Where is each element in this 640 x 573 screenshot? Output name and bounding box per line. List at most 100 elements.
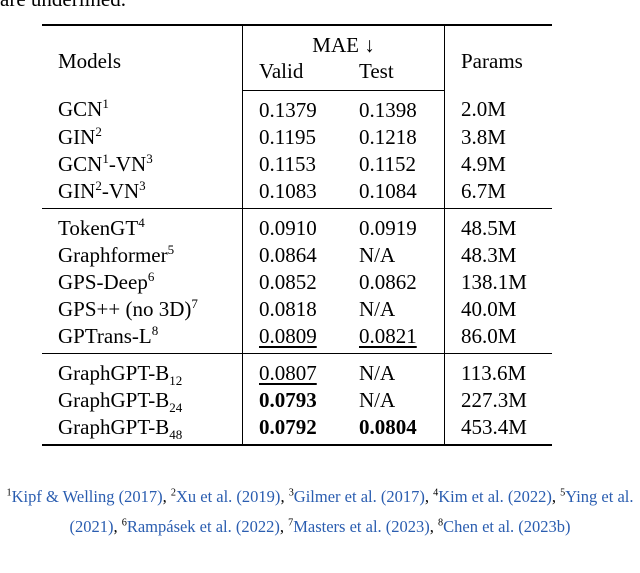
valid-value: 0.1195	[259, 124, 316, 149]
text: ,	[113, 517, 122, 536]
valid-value: 0.0793	[259, 387, 317, 412]
test-value: 0.1398	[359, 97, 417, 122]
test-cell: 0.0821	[343, 322, 445, 354]
text: GCN	[58, 151, 103, 176]
citation-link[interactable]: Xu et al. (2019)	[175, 487, 281, 506]
valid-value: 0.1379	[259, 97, 317, 122]
table-header: Models MAE ↓ Params Valid Test	[42, 24, 552, 91]
test-cell: 0.1084	[343, 177, 445, 209]
supscript: 8	[438, 517, 444, 529]
params-cell: 6.7M	[444, 177, 552, 209]
row-group: TokenGT4 0.0910 0.0919 48.5M Graphformer5 0.0…	[42, 208, 552, 354]
test-value: N/A	[359, 296, 396, 321]
valid-value: 0.0818	[259, 296, 317, 321]
valid-cell: 0.1153	[243, 150, 344, 177]
model-cell: GPS-Deep6	[42, 268, 243, 295]
header-cell: Params	[444, 24, 552, 91]
model-cell: GPS++ (no 3D)7	[42, 295, 243, 322]
text: -VN	[108, 151, 147, 176]
results-table: Models MAE ↓ Params Valid Test GCN1 0.137…	[42, 24, 552, 446]
test-cell: N/A	[343, 241, 445, 268]
supscript: 2	[95, 123, 102, 139]
text: ,	[280, 487, 289, 506]
citation-link[interactable]: Masters et al. (2023)	[293, 517, 430, 536]
citation-link[interactable]: Kim et al. (2022)	[438, 487, 552, 506]
supscript: 7	[288, 517, 294, 529]
valid-cell: 0.1195	[243, 123, 344, 150]
supscript: 4	[138, 214, 145, 230]
supscript: 3	[146, 150, 153, 166]
valid-cell: 0.0818	[243, 295, 344, 322]
subscript: 12	[169, 372, 183, 388]
citation-link[interactable]: Rampásek et al. (2022)	[126, 517, 280, 536]
params-cell: 113.6M	[444, 353, 552, 386]
citation-link[interactable]: Ying et al. (2021)	[69, 487, 634, 536]
valid-value: 0.0852	[259, 269, 317, 294]
header-cell: Test	[343, 58, 445, 91]
params-value: 40.0M	[461, 296, 517, 321]
test-value: 0.0804	[359, 414, 417, 439]
subscript: 48	[169, 426, 183, 442]
table-row: GPTrans-L8 0.0809 0.0821 86.0M	[42, 322, 552, 354]
table-row: GPS-Deep6 0.0852 0.0862 138.1M	[42, 268, 552, 295]
params-value: 6.7M	[461, 178, 506, 203]
params-cell: 3.8M	[444, 123, 552, 150]
valid-cell: 0.0807	[243, 354, 344, 387]
citation-link[interactable]: Gilmer et al. (2017)	[293, 487, 425, 506]
table-row: GraphGPT-B12 0.0807 N/A 113.6M	[42, 353, 552, 388]
supscript: 1	[102, 96, 109, 112]
text: GraphGPT-B	[58, 360, 170, 385]
model-cell: GraphGPT-B48	[42, 413, 243, 446]
model-cell: GCN1-VN3	[42, 150, 243, 177]
params-cell: 138.1M	[444, 268, 552, 295]
supscript: 5	[167, 241, 175, 257]
supscript: 5	[560, 487, 566, 499]
supscript: 6	[121, 517, 127, 529]
text: GPS-Deep	[58, 269, 148, 294]
header-cell: Valid	[242, 58, 343, 91]
params-value: 113.6M	[461, 360, 527, 385]
test-value: N/A	[359, 360, 396, 385]
valid-value: 0.0792	[259, 414, 317, 439]
model-cell: GraphGPT-B12	[42, 353, 243, 388]
header-cell: MAE ↓	[242, 24, 445, 58]
text: GIN	[58, 124, 96, 149]
text: Graphformer	[58, 242, 168, 267]
model-cell: GPTrans-L8	[42, 322, 243, 354]
params-value: 138.1M	[461, 269, 527, 294]
model-cell: GIN2-VN3	[42, 177, 243, 209]
valid-value: 0.0809	[259, 323, 317, 348]
valid-cell: 0.0910	[243, 209, 344, 242]
params-cell: 40.0M	[444, 295, 552, 322]
header-row: Models MAE ↓ Params	[42, 24, 552, 91]
test-cell: N/A	[343, 354, 445, 387]
table-row: GCN1 0.1379 0.1398 2.0M	[42, 90, 552, 123]
text: GPTrans-L	[58, 323, 152, 348]
text: -VN	[101, 178, 140, 203]
params-cell: 453.4M	[444, 413, 552, 446]
params-cell: 4.9M	[444, 150, 552, 177]
citation-link[interactable]: Kipf & Welling (2017)	[11, 487, 163, 506]
table-row: Graphformer5 0.0864 N/A 48.3M	[42, 241, 552, 268]
model-cell: GCN1	[42, 90, 243, 123]
valid-value: 0.0864	[259, 242, 317, 267]
valid-cell: 0.1083	[242, 177, 343, 209]
test-cell: 0.1152	[343, 150, 445, 177]
caption-fragment: are underlined.	[0, 0, 126, 12]
text: GraphGPT-B	[58, 414, 170, 439]
model-cell: Graphformer5	[42, 241, 243, 268]
supscript: 2	[95, 177, 102, 193]
test-value: N/A	[359, 387, 396, 412]
supscript: 7	[191, 295, 198, 311]
valid-cell: 0.0852	[243, 268, 344, 295]
citation-link[interactable]: Chen et al. (2023b)	[443, 517, 571, 536]
header-cell: Models	[42, 24, 243, 91]
table-row: GCN1-VN3 0.1153 0.1152 4.9M	[42, 150, 552, 177]
row-group: GCN1 0.1379 0.1398 2.0M GIN2 0.1195 0.1218 3.8M…	[42, 90, 552, 209]
table-row: GPS++ (no 3D)7 0.0818 N/A 40.0M	[42, 295, 552, 322]
supscript: 3	[139, 177, 146, 193]
supscript: 3	[288, 487, 294, 499]
test-cell: 0.1218	[343, 123, 445, 150]
table-row: TokenGT4 0.0910 0.0919 48.5M	[42, 208, 552, 242]
